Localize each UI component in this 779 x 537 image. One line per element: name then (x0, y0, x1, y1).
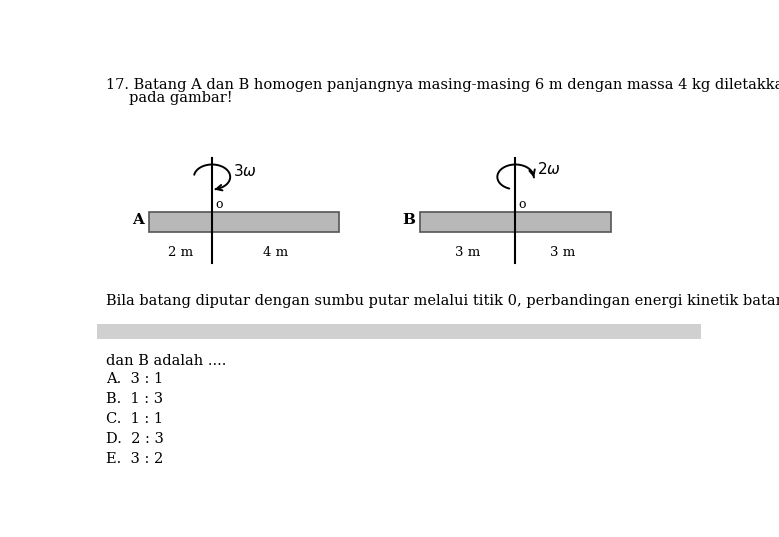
Text: 3 m: 3 m (455, 246, 481, 259)
Bar (421, 212, 611, 232)
Text: D.  2 : 3: D. 2 : 3 (107, 432, 164, 446)
Bar (149, 212, 339, 232)
Text: B.  1 : 3: B. 1 : 3 (107, 393, 164, 407)
Text: A: A (132, 213, 144, 227)
Text: dan B adalah ....: dan B adalah .... (107, 354, 227, 368)
Text: o: o (519, 198, 526, 211)
Text: C.  1 : 1: C. 1 : 1 (107, 412, 164, 426)
Text: o: o (215, 198, 223, 211)
Text: 4 m: 4 m (263, 246, 288, 259)
Text: 3 m: 3 m (551, 246, 576, 259)
Text: E.  3 : 2: E. 3 : 2 (107, 452, 164, 466)
Text: Bila batang diputar dengan sumbu putar melalui titik 0, perbandingan energi kine: Bila batang diputar dengan sumbu putar m… (107, 294, 779, 308)
Text: $2\omega$: $2\omega$ (537, 162, 560, 177)
Text: $3\omega$: $3\omega$ (233, 163, 257, 179)
Text: A.  3 : 1: A. 3 : 1 (107, 373, 164, 387)
Text: 2 m: 2 m (167, 246, 193, 259)
Text: pada gambar!: pada gambar! (107, 91, 233, 105)
Text: 17. Batang A dan B homogen panjangnya masing-masing 6 m dengan massa 4 kg dileta: 17. Batang A dan B homogen panjangnya ma… (107, 78, 779, 92)
Text: B: B (403, 213, 415, 227)
Bar (97, 324, 701, 339)
